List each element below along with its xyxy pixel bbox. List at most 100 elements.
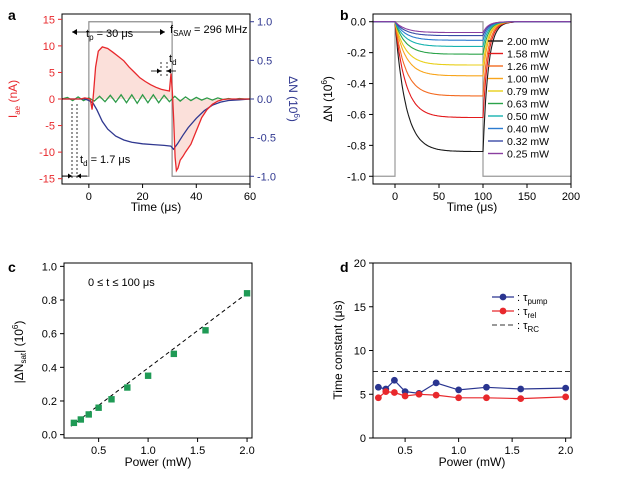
tp-arrow-head-left xyxy=(72,29,77,35)
current-fill-area xyxy=(62,46,250,171)
panel-d-y-ticks: 0 5 10 15 20 xyxy=(354,258,373,445)
power-series-line xyxy=(373,21,571,34)
data-point xyxy=(170,350,178,358)
legend-label: 0.32 mW xyxy=(507,136,549,148)
data-point xyxy=(124,384,131,391)
legend-label: 2.00 mW xyxy=(507,36,549,48)
x-tick-label: 60 xyxy=(244,191,256,203)
y-tick-label: -0.8 xyxy=(347,140,366,152)
right-y-tick-label: 0.5 xyxy=(257,55,272,67)
left-y-tick-label: -10 xyxy=(39,147,55,159)
tau-rel-point xyxy=(415,390,423,398)
panel-b-frame xyxy=(372,13,572,185)
x-tick-label: 0 xyxy=(86,191,92,203)
td-right-arrow-head-left xyxy=(157,68,161,74)
panel-a-right-y-ticks: -1.0 -0.5 0.0 0.5 1.0 xyxy=(250,17,276,183)
td-left-arrow-head-right xyxy=(77,173,81,179)
legend-label: 1.58 mW xyxy=(507,49,549,61)
panel-d-frame xyxy=(372,262,572,439)
data-point xyxy=(77,416,85,423)
panel-d-letter: d xyxy=(340,259,349,275)
right-y-tick-label: -1.0 xyxy=(257,171,276,183)
panel-b-y-ticks: -1.0 -0.8 -0.6 -0.4 -0.2 0.0 xyxy=(347,17,373,183)
x-tick-label: 1.5 xyxy=(190,445,205,457)
legend-label: : τrel xyxy=(517,306,537,320)
td-right-annotation: td xyxy=(169,53,177,67)
x-tick-label: 2.0 xyxy=(558,445,573,457)
left-y-tick-label: 10 xyxy=(43,41,55,53)
panel-b: b 0 50 100 150 200 -1.0 -0.8 -0.6 -0.4 -0.2 0.0 2… xyxy=(320,7,580,214)
panel-d-x-label: Power (mW) xyxy=(439,455,506,469)
power-series-line xyxy=(373,21,571,37)
y-tick-label: 0 xyxy=(360,433,366,445)
tp-arrow-head-right xyxy=(160,29,165,35)
current-series-line xyxy=(62,46,250,173)
panel-d-x-ticks: 0.5 1.0 1.5 2.0 xyxy=(397,438,573,457)
panel-d-lines xyxy=(373,371,571,403)
tau-rel-point xyxy=(374,394,382,402)
panel-c-fit-line xyxy=(70,292,248,427)
legend-label: : τRC xyxy=(517,320,539,334)
panel-c-annotation: 0 ≤ t ≤ 100 μs xyxy=(88,277,155,289)
tau-pump-point xyxy=(432,379,440,387)
left-y-tick-label: 15 xyxy=(43,14,55,26)
tau-pump-point xyxy=(562,384,570,392)
y-tick-label: 10 xyxy=(354,346,366,358)
data-point xyxy=(243,290,251,297)
legend-label: 1.26 mW xyxy=(507,61,549,73)
panel-a-current-fill xyxy=(62,46,250,171)
data-point xyxy=(70,419,78,427)
panel-a-left-y-label: Iae (nA) xyxy=(6,80,22,118)
x-tick-label: 150 xyxy=(518,191,536,203)
panel-b-y-label: ΔN (106) xyxy=(320,76,335,122)
legend-label: 0.79 mW xyxy=(507,86,549,98)
tau-rel-point xyxy=(391,389,398,396)
tau-pump-point xyxy=(374,383,382,391)
saw-pulse-line xyxy=(373,21,571,177)
x-tick-label: 0.5 xyxy=(91,445,106,457)
x-tick-label: 1.0 xyxy=(140,445,155,457)
panel-a-right-y-label: ΔN (106) xyxy=(286,76,301,122)
legend-marker xyxy=(499,293,507,301)
legend-marker xyxy=(499,307,507,315)
x-tick-label: 100 xyxy=(474,191,492,203)
y-tick-label: 5 xyxy=(360,389,366,401)
right-y-tick-label: -0.5 xyxy=(257,133,276,145)
fsaw-annotation: fSAW = 296 MHz xyxy=(170,24,248,38)
x-tick-label: 40 xyxy=(190,191,202,203)
tau-rel-line xyxy=(378,390,566,400)
left-y-tick-label: 0 xyxy=(49,94,55,106)
panel-c-x-ticks: 0.5 1.0 1.5 2.0 xyxy=(91,438,255,457)
y-tick-label: -0.4 xyxy=(347,79,366,91)
tau-rel-point xyxy=(455,394,463,402)
y-tick-label: -1.0 xyxy=(347,171,366,183)
panel-a-lines xyxy=(61,46,251,173)
tau-rel-point xyxy=(483,394,490,402)
linear-fit-line xyxy=(70,292,248,427)
panel-c: c 0.5 1.0 1.5 2.0 0.0 0.2 0.4 0.6 0.8 1.0 0 ≤ t … xyxy=(8,259,255,469)
x-tick-label: 1.0 xyxy=(451,445,466,457)
delta-n-series-line xyxy=(62,98,251,151)
y-tick-label: 0.6 xyxy=(42,329,57,341)
panel-c-y-ticks: 0.0 0.2 0.4 0.6 0.8 1.0 xyxy=(42,261,64,442)
panel-b-x-label: Time (μs) xyxy=(447,200,497,214)
data-point xyxy=(202,327,209,334)
panel-a-letter: a xyxy=(8,7,16,23)
panel-c-letter: c xyxy=(8,259,16,275)
x-tick-label: 0 xyxy=(392,191,398,203)
tau-rel-point xyxy=(517,395,525,403)
tau-rel-point xyxy=(562,393,570,401)
panel-a-left-y-ticks: -15 -10 -5 0 5 10 15 xyxy=(39,14,62,186)
left-y-tick-label: -5 xyxy=(45,121,55,133)
panel-b-letter: b xyxy=(340,7,349,23)
panel-c-x-label: Power (mW) xyxy=(125,455,192,469)
panel-b-legend: 2.00 mW1.58 mW1.26 mW1.00 mW0.79 mW0.63 … xyxy=(488,36,549,161)
legend-label: 1.00 mW xyxy=(507,74,549,86)
data-point xyxy=(95,404,102,411)
y-tick-label: -0.6 xyxy=(347,109,366,121)
panel-d-legend: : τpump: τrel: τRC xyxy=(492,292,548,334)
tau-rel-point xyxy=(401,392,409,400)
tau-rel-point xyxy=(432,391,440,399)
data-point xyxy=(108,396,115,403)
